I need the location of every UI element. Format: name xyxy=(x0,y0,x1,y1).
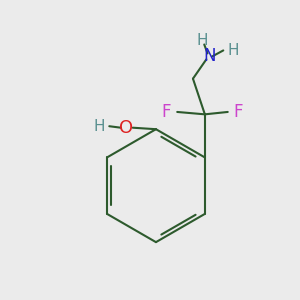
Text: H: H xyxy=(228,43,239,58)
Text: O: O xyxy=(119,119,133,137)
Text: N: N xyxy=(203,47,216,65)
Text: H: H xyxy=(196,33,208,48)
Text: H: H xyxy=(93,119,105,134)
Text: F: F xyxy=(161,103,171,121)
Text: F: F xyxy=(233,103,243,121)
